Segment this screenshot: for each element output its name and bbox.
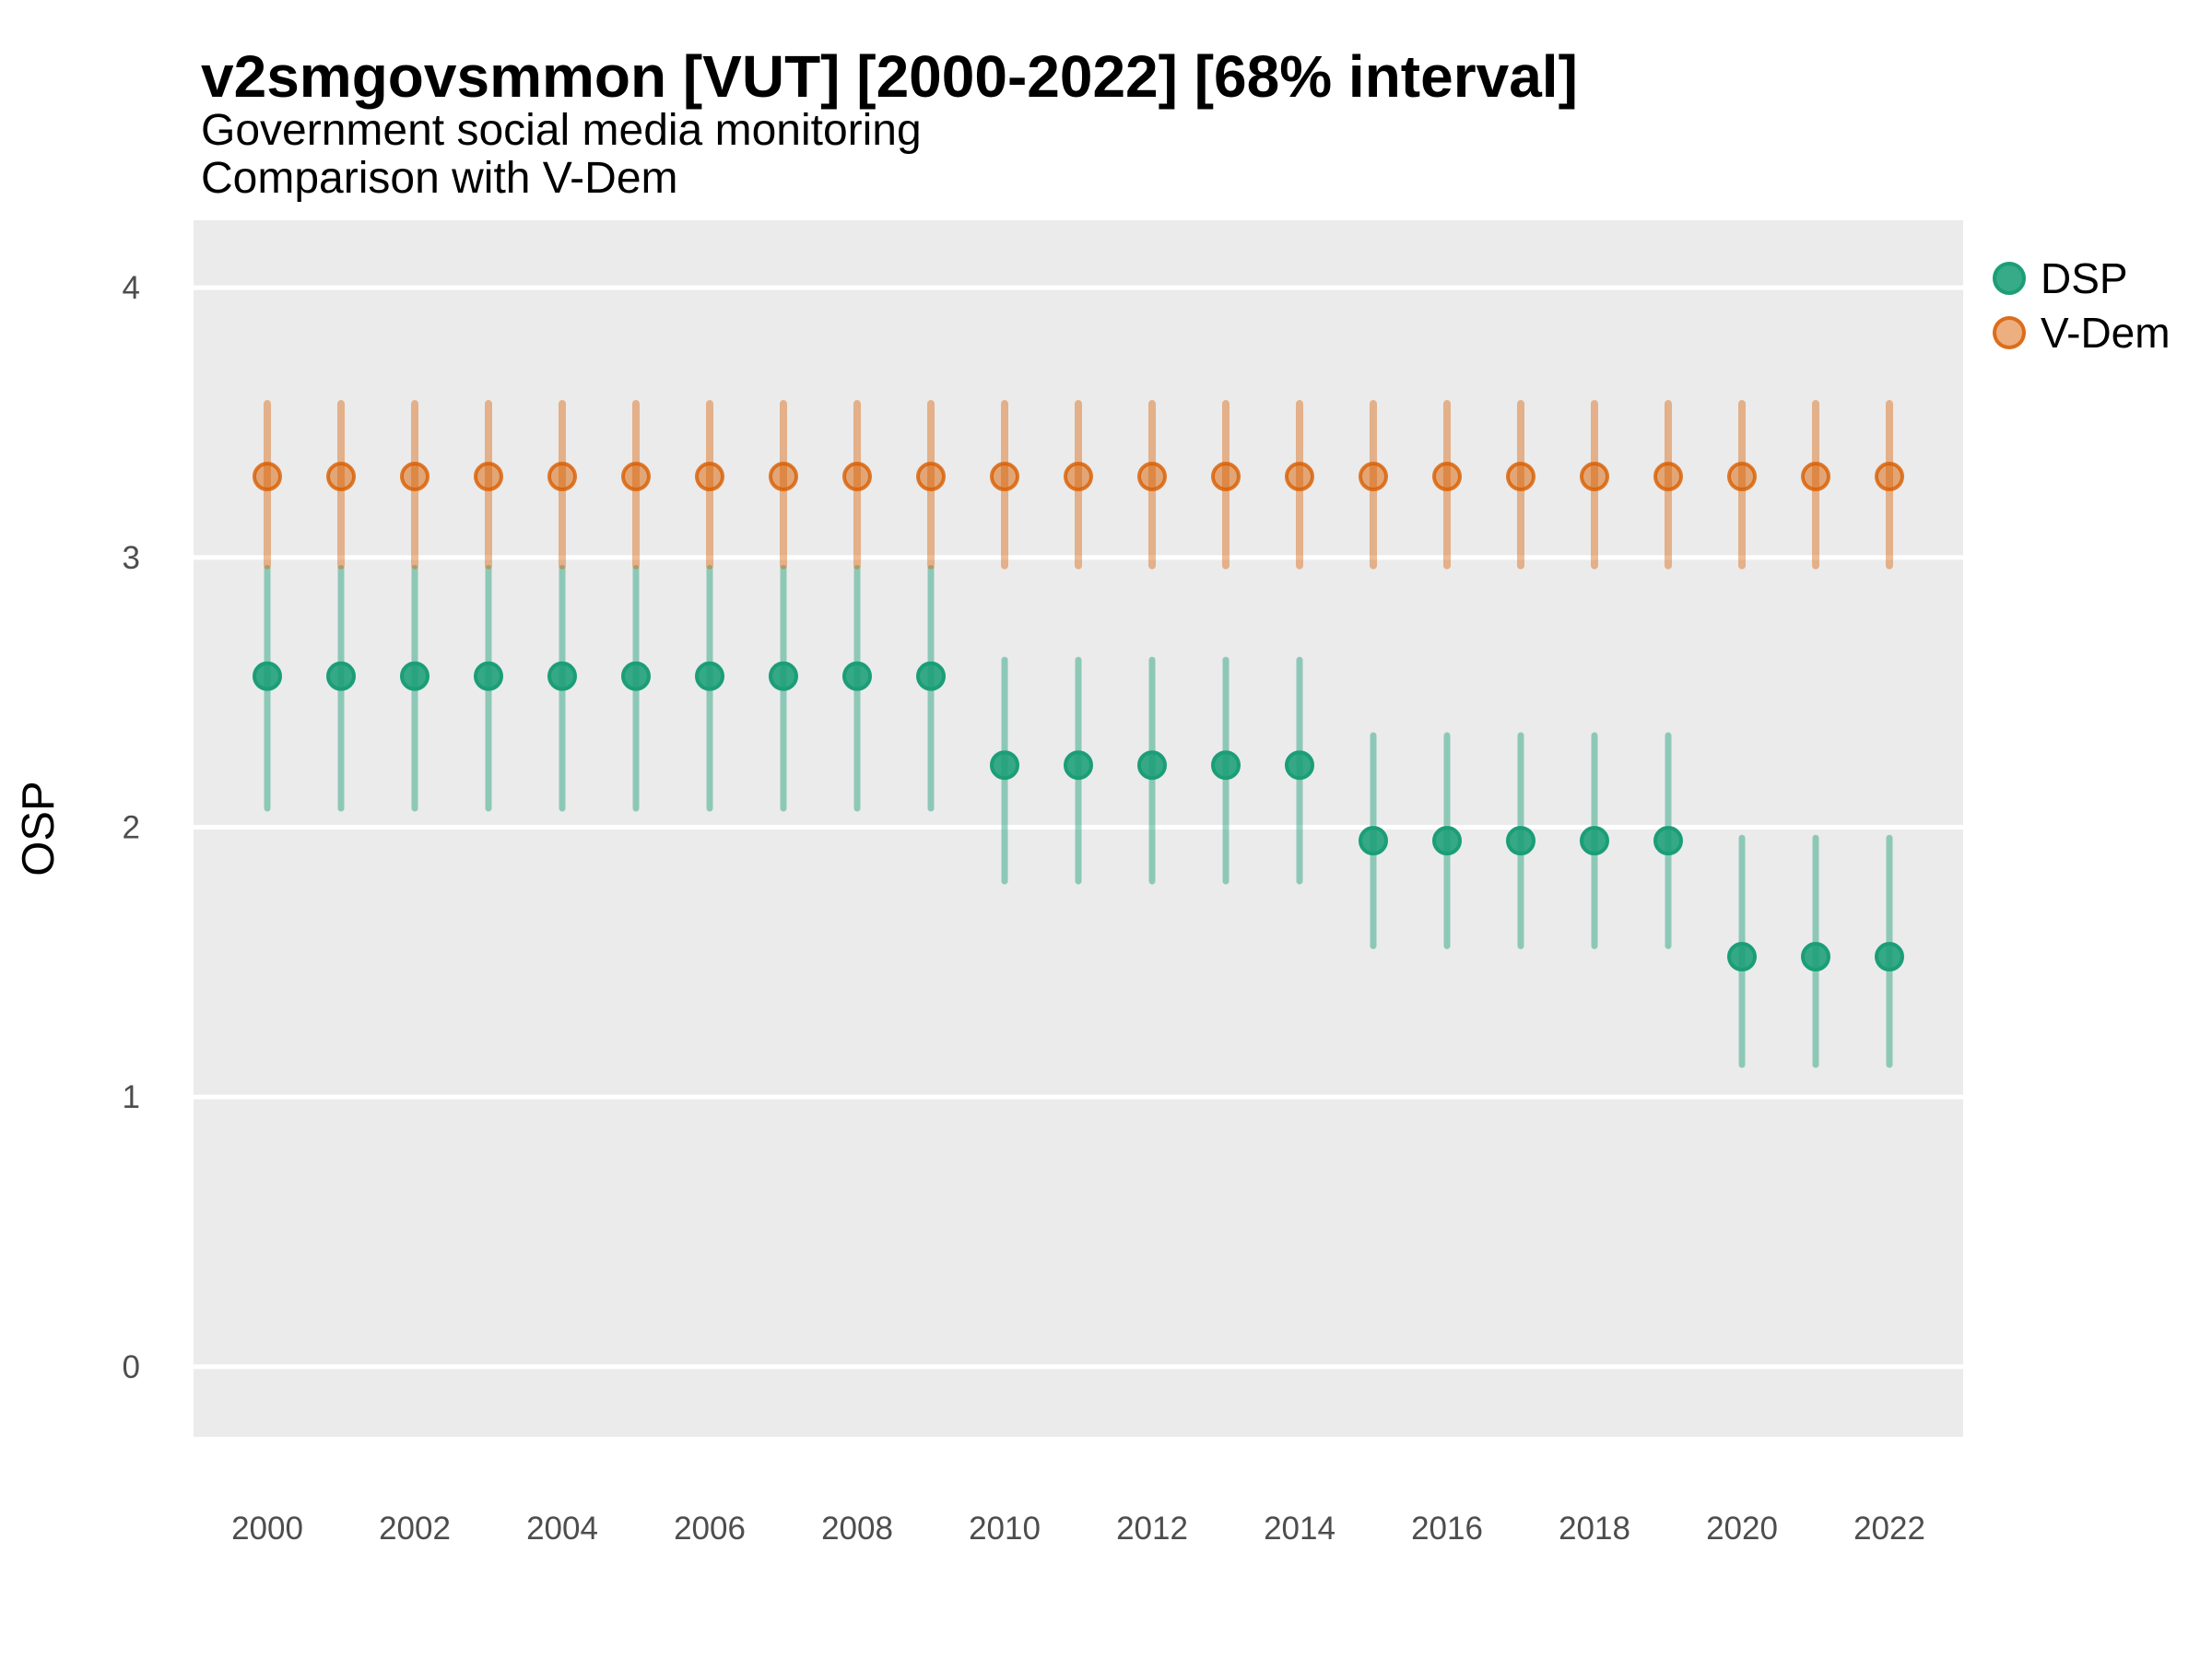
x-tick-label-2000: 2000 [231,1511,303,1547]
x-tick-label-2016: 2016 [1411,1511,1483,1547]
v-dem-point-2005 [621,462,651,492]
v-dem-point-2004 [547,462,577,492]
legend-item-vdem: V-Dem [1993,305,2171,359]
y-tick-label-4: 4 [123,270,140,306]
vdem-point-icon [1993,315,2026,349]
v-dem-point-2022 [1875,462,1904,492]
x-tick-label-2014: 2014 [1264,1511,1335,1547]
dsp-point-2009 [916,661,946,691]
dsp-point-2022 [1875,942,1904,972]
legend-item-dsp: DSP [1993,251,2171,305]
x-tick-label-2022: 2022 [1853,1511,1925,1547]
dsp-point-2004 [547,661,577,691]
dsp-point-2016 [1432,826,1462,856]
dsp-point-2005 [621,661,651,691]
v-dem-point-2009 [916,462,946,492]
dsp-point-2013 [1211,750,1241,781]
dsp-point-2020 [1727,942,1757,972]
dsp-point-2001 [326,661,356,691]
dsp-point-2021 [1801,942,1830,972]
dsp-point-2010 [990,750,1019,781]
legend: DSP V-Dem [1993,251,2171,359]
v-dem-point-2021 [1801,462,1830,492]
v-dem-point-2013 [1211,462,1241,492]
legend-label-vdem: V-Dem [2041,308,2171,357]
v-dem-point-2000 [253,462,282,492]
v-dem-point-2006 [695,462,724,492]
dsp-point-2015 [1359,826,1388,856]
v-dem-point-2014 [1285,462,1314,492]
v-dem-point-2015 [1359,462,1388,492]
v-dem-point-2019 [1653,462,1683,492]
dsp-point-icon [1993,261,2026,295]
y-axis-title: OSP [14,781,64,876]
dsp-point-2011 [1064,750,1093,781]
y-tick-label-3: 3 [123,540,140,576]
v-dem-point-2018 [1580,462,1609,492]
chart-caption: Comparison with V-Dem [201,154,678,203]
x-tick-label-2018: 2018 [1559,1511,1630,1547]
y-tick-label-1: 1 [123,1079,140,1115]
dsp-point-2018 [1580,826,1609,856]
chart-subtitle: Government social media monitoring [201,106,922,155]
chart-title: v2smgovsmmon [VUT] [2000-2022] [68% inte… [201,43,1578,110]
dsp-point-2017 [1506,826,1535,856]
dsp-point-2019 [1653,826,1683,856]
dsp-point-2014 [1285,750,1314,781]
v-dem-point-2020 [1727,462,1757,492]
dsp-point-2006 [695,661,724,691]
dsp-point-2003 [474,661,503,691]
v-dem-point-2017 [1506,462,1535,492]
x-tick-label-2002: 2002 [379,1511,451,1547]
y-tick-label-0: 0 [123,1349,140,1385]
v-dem-point-2016 [1432,462,1462,492]
v-dem-point-2008 [842,462,872,492]
v-dem-point-2011 [1064,462,1093,492]
dsp-point-2008 [842,661,872,691]
x-tick-label-2010: 2010 [969,1511,1041,1547]
dsp-point-2007 [769,661,798,691]
v-dem-point-2007 [769,462,798,492]
x-tick-label-2004: 2004 [526,1511,598,1547]
v-dem-point-2010 [990,462,1019,492]
dsp-point-2002 [400,661,429,691]
v-dem-point-2003 [474,462,503,492]
dsp-point-2000 [253,661,282,691]
v-dem-point-2002 [400,462,429,492]
v-dem-point-2012 [1137,462,1167,492]
x-tick-label-2006: 2006 [674,1511,746,1547]
legend-label-dsp: DSP [2041,253,2128,302]
x-tick-label-2012: 2012 [1116,1511,1188,1547]
y-tick-label-2: 2 [123,810,140,846]
x-tick-label-2008: 2008 [821,1511,893,1547]
x-tick-label-2020: 2020 [1706,1511,1778,1547]
v-dem-point-2001 [326,462,356,492]
dsp-point-2012 [1137,750,1167,781]
